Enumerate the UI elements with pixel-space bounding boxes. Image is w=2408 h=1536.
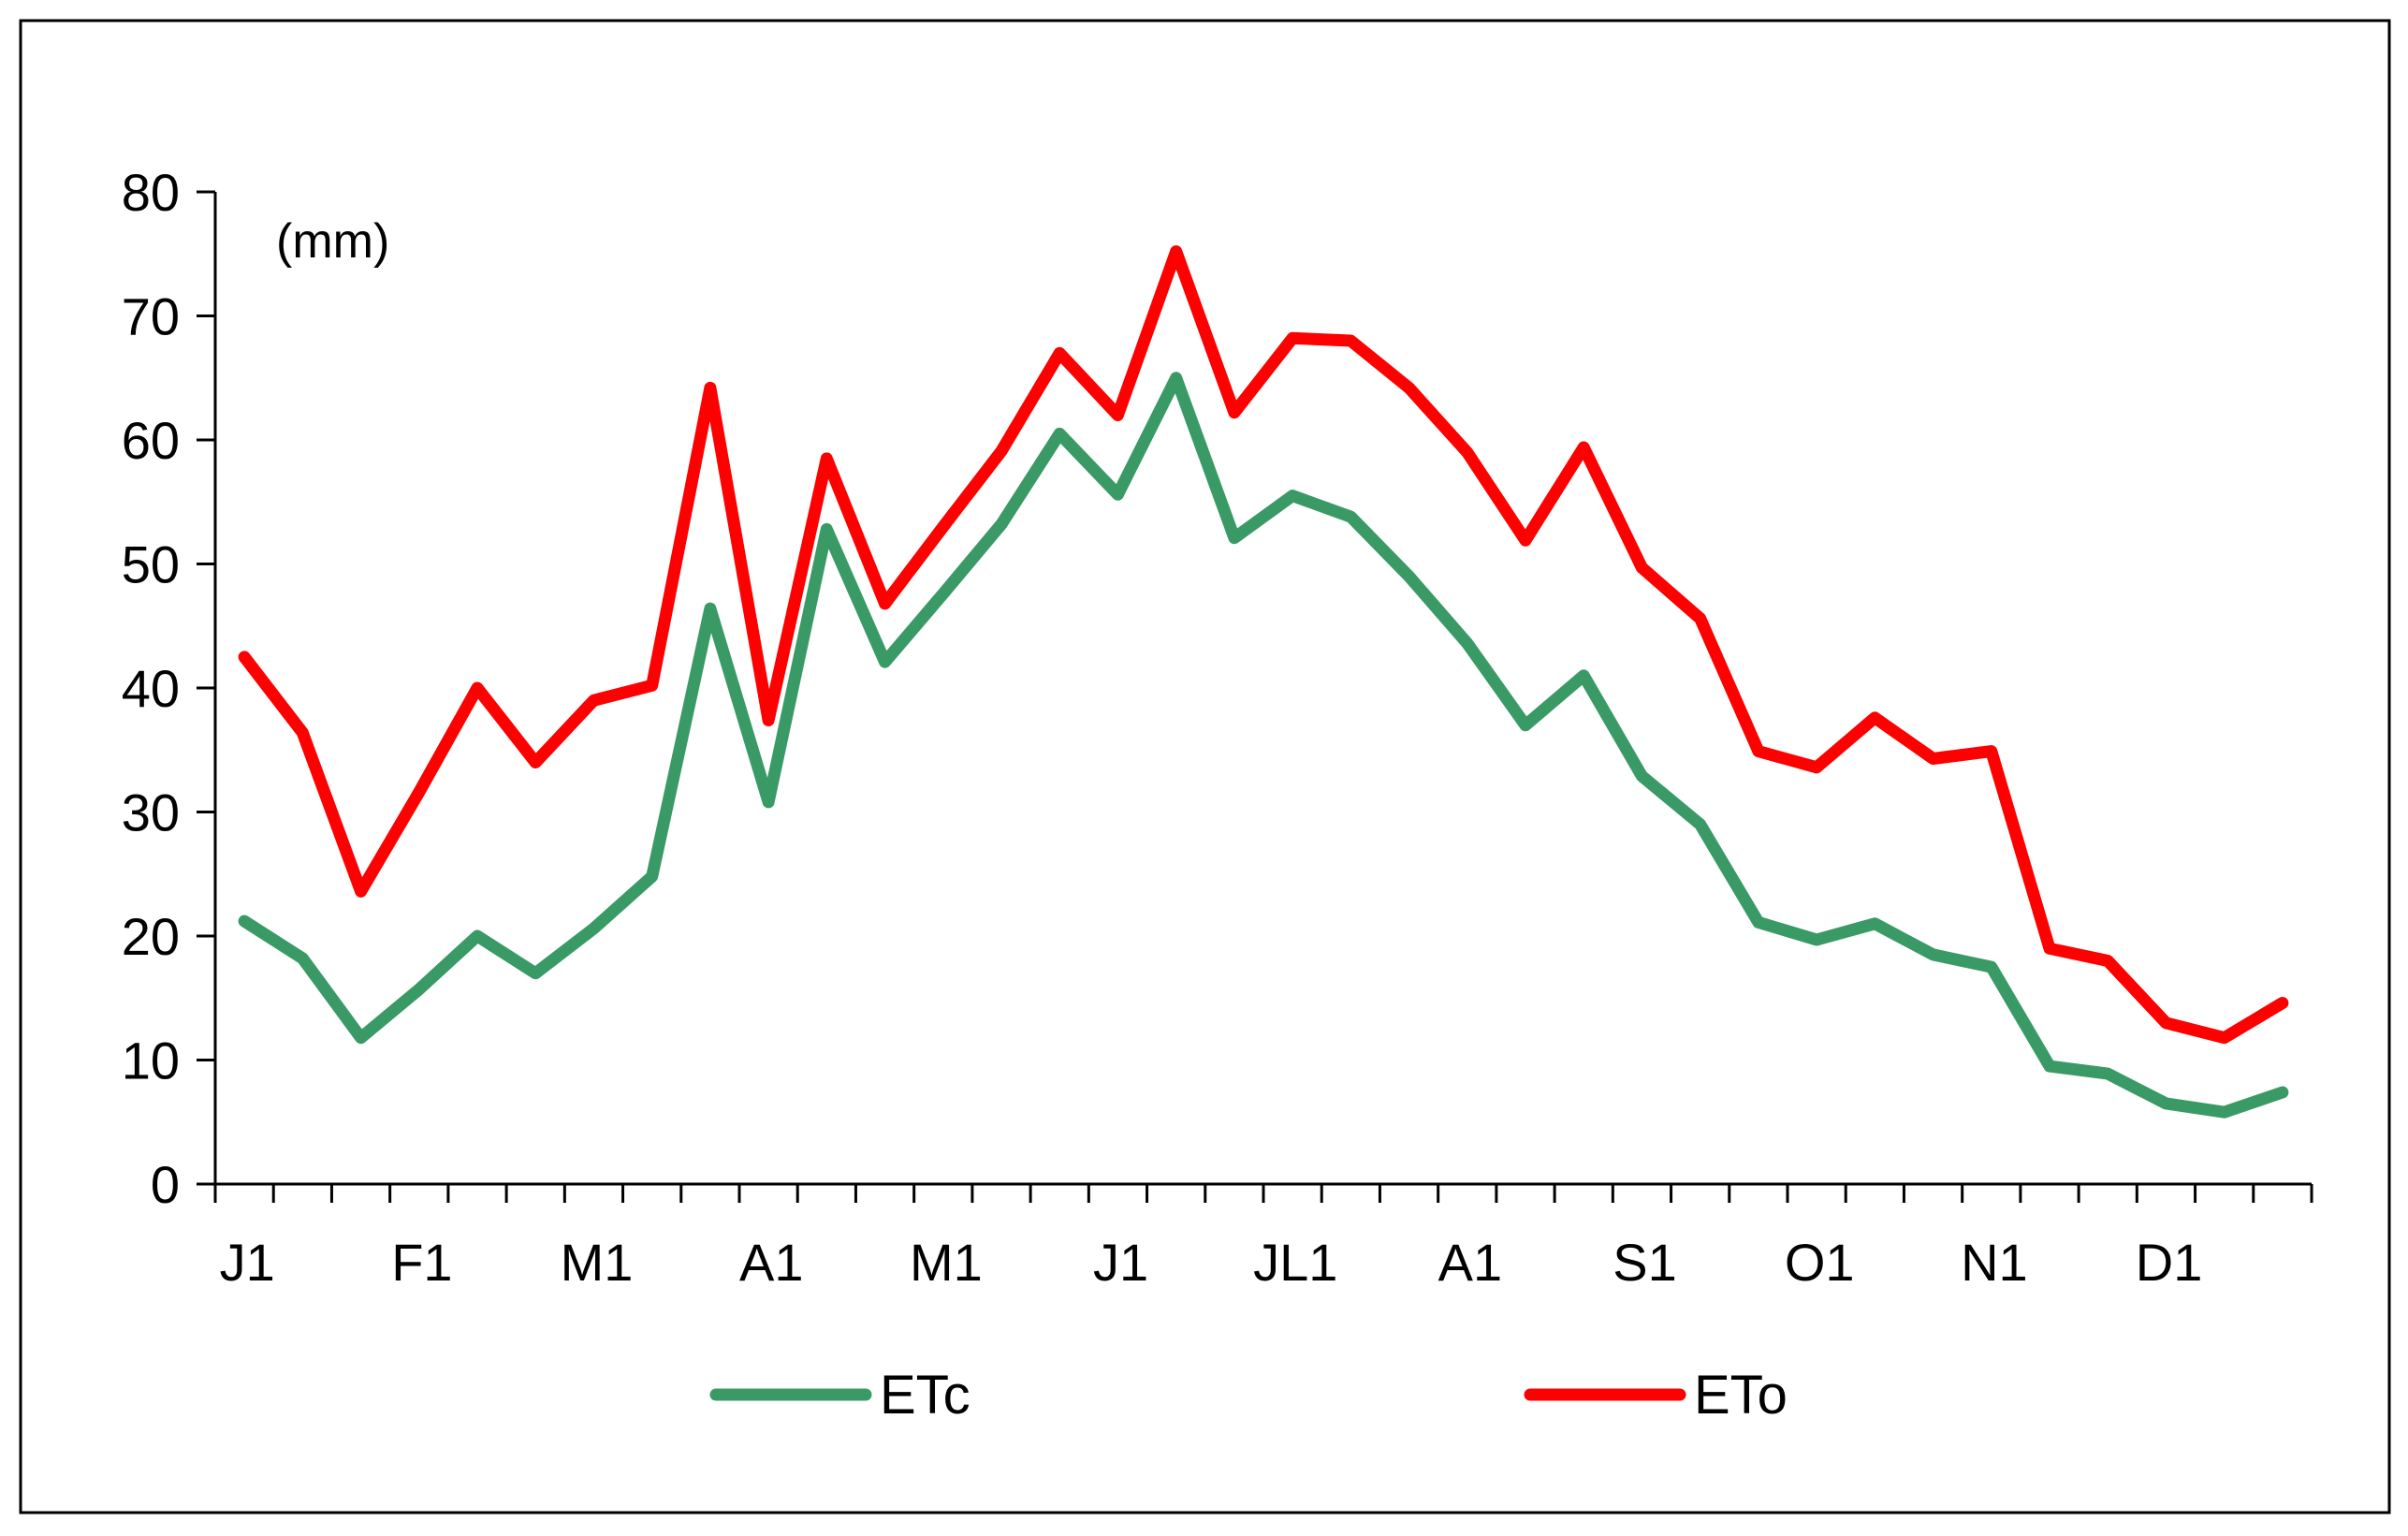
x-tick-label: J1: [1093, 1233, 1148, 1292]
plot-area: [238, 245, 2289, 1119]
x-tick-label: M1: [910, 1233, 983, 1292]
series-line-etc: [238, 372, 2289, 1119]
x-tick-label: M1: [561, 1233, 634, 1292]
y-tick-label: 0: [151, 1155, 180, 1214]
series-line-eto: [238, 245, 2289, 1045]
y-tick-label: 70: [122, 287, 180, 346]
y-tick-label: 80: [122, 163, 180, 222]
legend-label-etc: ETc: [880, 1365, 970, 1426]
y-tick-label: 20: [122, 907, 180, 966]
x-tick-label: JL1: [1253, 1233, 1337, 1292]
x-tick-label: D1: [2136, 1233, 2203, 1292]
unit-label: (mm): [276, 214, 389, 269]
y-tick-label: 60: [122, 411, 180, 470]
legend: ETc ETo: [709, 1365, 1788, 1426]
x-tick-label: F1: [391, 1233, 452, 1292]
y-tick-label: 40: [122, 659, 180, 718]
x-tick-label: J1: [220, 1233, 275, 1292]
y-tick-label: 50: [122, 535, 180, 594]
legend-label-eto: ETo: [1694, 1365, 1788, 1426]
x-tick-label: A1: [1438, 1233, 1503, 1292]
x-tick-label: A1: [739, 1233, 804, 1292]
x-tick-label: N1: [1961, 1233, 2028, 1292]
y-axis: 0 10 20 30 40 50 60 70 80: [122, 163, 217, 1214]
x-tick-label: O1: [1785, 1233, 1855, 1292]
y-tick-label: 30: [122, 783, 180, 842]
y-tick-label: 10: [122, 1031, 180, 1090]
x-tick-label: S1: [1613, 1233, 1677, 1292]
x-axis: J1 F1 M1 A1 M1 J1 JL1 A1 S1 O1 N1 D1: [213, 1182, 2313, 1292]
